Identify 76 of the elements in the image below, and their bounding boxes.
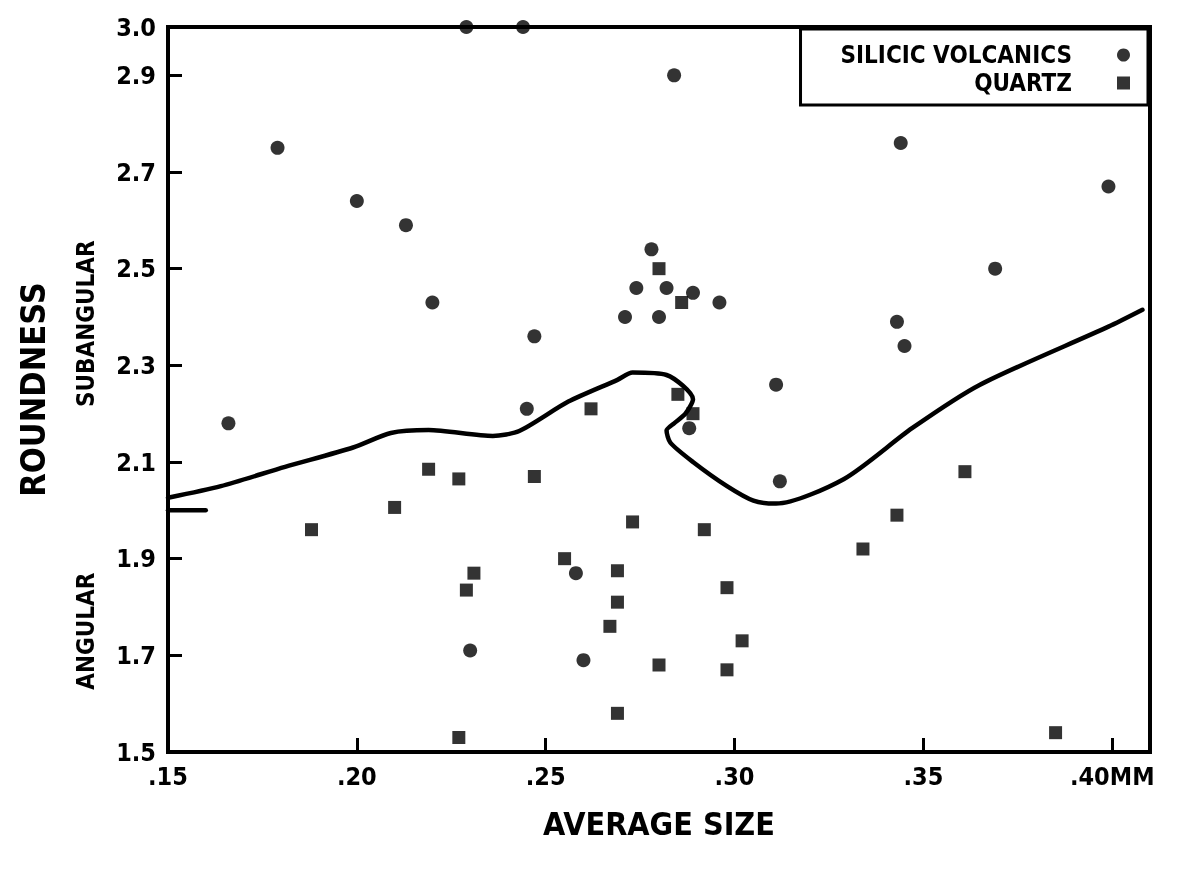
point	[558, 552, 572, 566]
y-tick-label: 2.9	[116, 60, 156, 90]
point	[610, 564, 624, 578]
point	[697, 523, 711, 537]
legend-label: SILICIC VOLCANICS	[840, 41, 1072, 69]
x-tick-label: .30	[714, 762, 755, 791]
x-tick-label: .35	[903, 762, 944, 791]
point	[626, 515, 640, 529]
point	[675, 296, 689, 309]
point	[467, 566, 481, 580]
y-tick-label: 3.0	[116, 12, 156, 42]
point	[459, 20, 474, 34]
y-axis-title: ROUNDNESS	[13, 282, 53, 497]
x-tick-label: .40MM	[1069, 762, 1155, 791]
y-tick-label: 1.9	[116, 544, 156, 574]
point	[667, 68, 682, 83]
point	[305, 523, 319, 537]
point	[270, 140, 285, 155]
point	[527, 329, 542, 344]
point	[459, 583, 473, 597]
y-tick-label: 2.7	[116, 157, 156, 187]
point	[652, 658, 666, 672]
point	[221, 416, 236, 431]
x-tick-label: .20	[336, 762, 377, 791]
point	[516, 20, 531, 34]
point	[603, 619, 617, 633]
point	[720, 663, 734, 677]
point	[610, 706, 624, 720]
point	[349, 194, 364, 208]
point	[856, 542, 870, 556]
point	[584, 402, 598, 416]
x-tick-label: .25	[525, 762, 566, 791]
point	[893, 136, 908, 150]
point	[527, 470, 541, 483]
point	[652, 310, 666, 324]
point	[452, 472, 466, 486]
point	[1101, 179, 1116, 194]
point	[652, 262, 666, 276]
point	[890, 508, 904, 522]
y-tick-label: 1.7	[116, 640, 156, 670]
y-tick-label: 2.3	[116, 350, 156, 380]
point	[686, 407, 700, 421]
point	[618, 310, 633, 324]
point	[422, 462, 436, 476]
point	[568, 566, 583, 581]
point	[610, 595, 624, 609]
point	[644, 242, 659, 257]
y-tick-label: 2.1	[116, 447, 156, 477]
text: SUBANGULAR	[72, 239, 100, 407]
point	[1049, 726, 1063, 740]
point	[686, 285, 700, 300]
point	[671, 387, 685, 401]
point	[889, 314, 904, 329]
y-tick-label: 2.5	[116, 254, 156, 284]
point	[425, 295, 440, 310]
point	[720, 581, 734, 595]
point	[988, 261, 1003, 276]
point	[735, 634, 749, 648]
point	[659, 281, 674, 295]
point	[897, 339, 912, 353]
point	[769, 377, 784, 392]
legend-label: QUARTZ	[974, 69, 1072, 97]
point	[772, 474, 787, 489]
point	[519, 401, 534, 416]
text: ANGULAR	[72, 572, 100, 690]
point	[452, 731, 466, 744]
point	[958, 465, 972, 479]
point	[712, 295, 727, 310]
point	[629, 281, 644, 295]
point	[388, 500, 402, 514]
point	[576, 653, 591, 668]
point	[463, 643, 478, 658]
point	[682, 421, 697, 436]
line-series	[165, 307, 1145, 506]
x-axis-title: AVERAGE SIZE	[543, 805, 775, 843]
point	[398, 218, 413, 233]
